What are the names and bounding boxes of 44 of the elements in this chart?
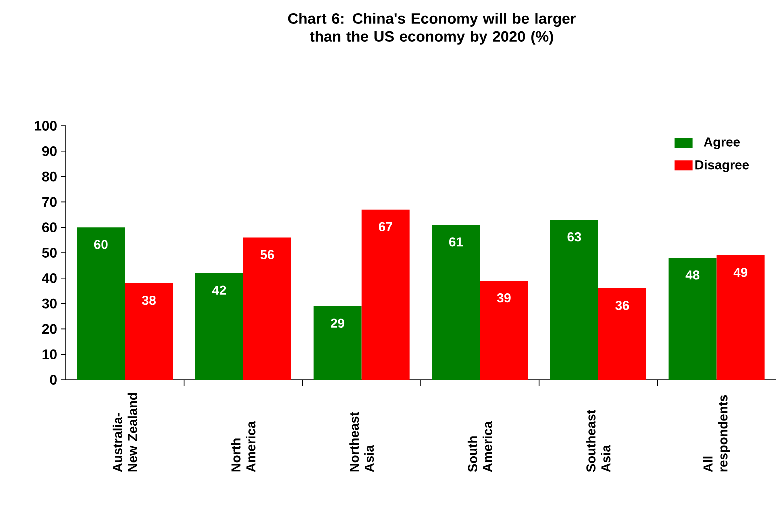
bar <box>362 210 410 380</box>
y-tick-label: 70 <box>42 197 57 208</box>
y-tick-label: 20 <box>42 324 57 334</box>
y-tick-label: 30 <box>42 298 57 309</box>
bar <box>196 273 244 380</box>
y-tick-label: 80 <box>42 172 57 182</box>
data-label: 63 <box>568 232 582 242</box>
data-label: 42 <box>212 286 226 295</box>
y-tick-label: 40 <box>42 273 57 284</box>
data-label: 56 <box>260 250 274 260</box>
bar <box>432 225 480 380</box>
data-label: 48 <box>686 270 700 280</box>
bar <box>668 258 717 380</box>
data-label: 49 <box>734 268 748 278</box>
x-tick-label: Southeast Asia <box>586 410 611 472</box>
x-tick-label: South America <box>468 421 492 472</box>
bar <box>550 220 598 380</box>
data-label: 61 <box>449 238 464 247</box>
y-tick-label: 0 <box>50 375 57 385</box>
legend-label: Disagree <box>696 160 750 172</box>
chart-title: Chart 6: China's Economy will be larger than the US economy by 2020 (%) <box>288 13 576 45</box>
bar <box>125 283 174 380</box>
bar <box>480 280 528 380</box>
data-label: 36 <box>616 301 630 310</box>
legend-label: Agree <box>704 138 740 150</box>
data-label: 60 <box>94 240 108 250</box>
bar <box>77 228 126 380</box>
y-tick-label: 50 <box>42 248 57 258</box>
y-tick-label: 60 <box>42 222 57 233</box>
bar <box>314 306 362 380</box>
bar <box>598 288 647 380</box>
data-label: 29 <box>331 318 345 328</box>
x-tick-label: All respondents <box>703 395 730 472</box>
data-label: 38 <box>142 296 156 306</box>
data-label: 39 <box>497 293 511 303</box>
y-tick-label: 10 <box>42 350 57 360</box>
x-tick-label: North America <box>231 421 256 472</box>
bar <box>244 238 292 380</box>
y-tick-label: 100 <box>35 121 57 131</box>
x-tick-label: Australia- New Zealand <box>112 393 138 472</box>
data-label: 67 <box>379 222 392 232</box>
bar <box>716 256 765 380</box>
y-tick-label: 90 <box>42 146 57 156</box>
x-tick-label: Northeast Asia <box>350 412 374 472</box>
